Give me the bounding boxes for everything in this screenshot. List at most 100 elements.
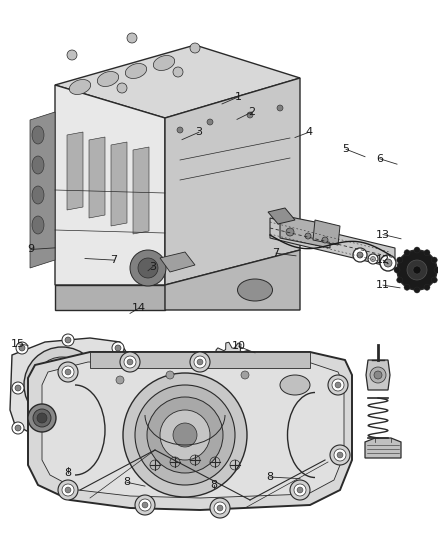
Polygon shape bbox=[90, 352, 310, 368]
Circle shape bbox=[147, 397, 223, 473]
Text: 4: 4 bbox=[305, 127, 313, 137]
Polygon shape bbox=[165, 250, 300, 310]
Circle shape bbox=[413, 266, 421, 274]
Ellipse shape bbox=[153, 55, 175, 70]
Circle shape bbox=[62, 484, 74, 496]
Circle shape bbox=[290, 480, 310, 500]
Circle shape bbox=[28, 404, 56, 432]
Circle shape bbox=[384, 259, 392, 267]
Ellipse shape bbox=[125, 63, 147, 78]
Circle shape bbox=[397, 277, 403, 283]
Circle shape bbox=[297, 487, 303, 493]
Circle shape bbox=[12, 422, 24, 434]
Polygon shape bbox=[10, 338, 128, 440]
Circle shape bbox=[305, 233, 311, 239]
Circle shape bbox=[407, 260, 427, 280]
Circle shape bbox=[225, 355, 239, 369]
Circle shape bbox=[357, 252, 363, 258]
Circle shape bbox=[139, 499, 151, 511]
Text: 3: 3 bbox=[149, 262, 156, 271]
Circle shape bbox=[166, 371, 174, 379]
Circle shape bbox=[135, 385, 235, 485]
Circle shape bbox=[330, 445, 350, 465]
Circle shape bbox=[65, 487, 71, 493]
Circle shape bbox=[337, 452, 343, 458]
Circle shape bbox=[214, 502, 226, 514]
Polygon shape bbox=[133, 147, 149, 234]
Ellipse shape bbox=[32, 126, 44, 144]
Text: 1: 1 bbox=[234, 92, 241, 102]
Circle shape bbox=[112, 342, 124, 354]
Circle shape bbox=[241, 371, 249, 379]
Polygon shape bbox=[160, 252, 195, 272]
Circle shape bbox=[190, 43, 200, 53]
Circle shape bbox=[65, 369, 71, 375]
Circle shape bbox=[207, 119, 213, 125]
Circle shape bbox=[294, 484, 306, 496]
Circle shape bbox=[431, 277, 437, 283]
Circle shape bbox=[370, 367, 386, 383]
Circle shape bbox=[116, 376, 124, 384]
Polygon shape bbox=[111, 142, 127, 226]
Polygon shape bbox=[313, 220, 340, 245]
Circle shape bbox=[123, 373, 247, 497]
Ellipse shape bbox=[97, 71, 119, 86]
Circle shape bbox=[190, 352, 210, 372]
Text: 9: 9 bbox=[28, 245, 35, 254]
Circle shape bbox=[117, 83, 127, 93]
Circle shape bbox=[394, 267, 400, 273]
Circle shape bbox=[424, 249, 430, 256]
Polygon shape bbox=[112, 415, 142, 432]
Ellipse shape bbox=[280, 375, 310, 395]
Circle shape bbox=[59, 431, 71, 443]
Circle shape bbox=[230, 377, 266, 413]
Polygon shape bbox=[55, 285, 165, 310]
Circle shape bbox=[142, 502, 148, 508]
Ellipse shape bbox=[237, 279, 272, 301]
Text: 10: 10 bbox=[232, 342, 246, 351]
Circle shape bbox=[434, 267, 438, 273]
Circle shape bbox=[173, 423, 197, 447]
Circle shape bbox=[120, 352, 140, 372]
Circle shape bbox=[160, 410, 210, 460]
Circle shape bbox=[397, 250, 437, 290]
Text: 8: 8 bbox=[124, 478, 131, 487]
Circle shape bbox=[37, 413, 47, 423]
Text: 14: 14 bbox=[132, 303, 146, 313]
Circle shape bbox=[414, 247, 420, 253]
Polygon shape bbox=[212, 342, 252, 382]
Circle shape bbox=[374, 371, 382, 379]
Circle shape bbox=[62, 366, 74, 378]
Text: 8: 8 bbox=[64, 469, 71, 478]
Circle shape bbox=[197, 359, 203, 365]
Text: 2: 2 bbox=[248, 107, 255, 117]
Circle shape bbox=[380, 255, 396, 271]
Circle shape bbox=[24, 347, 100, 423]
Circle shape bbox=[368, 254, 378, 264]
Circle shape bbox=[397, 257, 403, 263]
Circle shape bbox=[277, 105, 283, 111]
Polygon shape bbox=[366, 360, 390, 390]
Circle shape bbox=[62, 434, 68, 440]
Polygon shape bbox=[268, 208, 295, 224]
Ellipse shape bbox=[32, 216, 44, 234]
Circle shape bbox=[328, 375, 348, 395]
Polygon shape bbox=[270, 218, 395, 268]
Circle shape bbox=[12, 382, 24, 394]
Circle shape bbox=[194, 356, 206, 368]
Circle shape bbox=[15, 425, 21, 431]
Circle shape bbox=[177, 127, 183, 133]
Circle shape bbox=[335, 382, 341, 388]
Circle shape bbox=[124, 356, 136, 368]
Text: 7: 7 bbox=[110, 255, 117, 265]
Circle shape bbox=[332, 379, 344, 391]
Circle shape bbox=[371, 256, 375, 262]
Circle shape bbox=[414, 287, 420, 293]
Circle shape bbox=[424, 284, 430, 290]
Circle shape bbox=[58, 480, 78, 500]
Ellipse shape bbox=[69, 79, 91, 94]
Circle shape bbox=[210, 498, 230, 518]
Text: 3: 3 bbox=[195, 127, 202, 137]
Polygon shape bbox=[280, 215, 330, 248]
Circle shape bbox=[322, 237, 328, 243]
